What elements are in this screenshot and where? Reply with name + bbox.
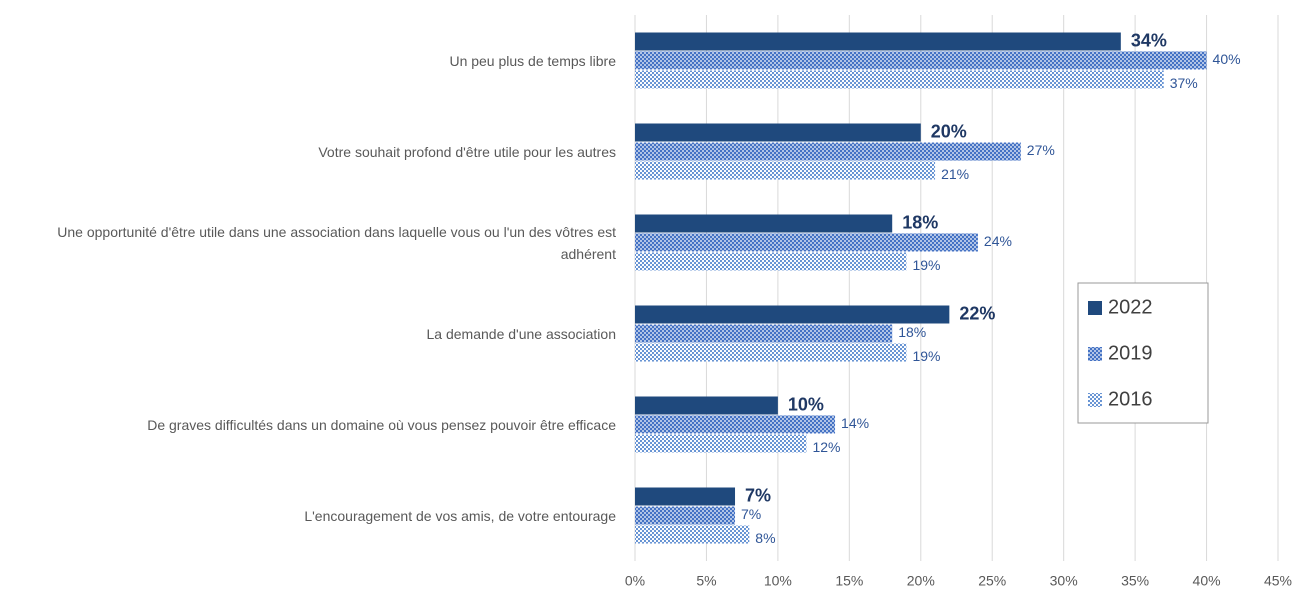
bar: [635, 161, 936, 180]
data-label: 21%: [941, 166, 969, 182]
bar: [635, 51, 1207, 70]
data-label: 20%: [931, 121, 967, 141]
category-label: De graves difficultés dans un domaine où…: [147, 416, 616, 433]
bar: [635, 305, 950, 324]
x-tick-label: 15%: [835, 573, 863, 589]
data-label: 7%: [745, 485, 771, 505]
category-label: Votre souhait profond d'être utile pour …: [318, 143, 616, 160]
data-label: 19%: [912, 257, 940, 273]
bar: [635, 70, 1164, 89]
bar: [635, 396, 778, 415]
category-label: L'encouragement de vos amis, de votre en…: [304, 507, 616, 524]
bar: [635, 434, 807, 453]
x-tick-label: 20%: [907, 573, 935, 589]
x-tick-label: 10%: [764, 573, 792, 589]
x-tick-label: 40%: [1193, 573, 1221, 589]
bar: [635, 233, 978, 252]
bar: [635, 32, 1121, 51]
data-label: 18%: [902, 212, 938, 232]
x-tick-label: 25%: [978, 573, 1006, 589]
legend-label: 2022: [1108, 296, 1153, 318]
legend-swatch: [1088, 393, 1102, 407]
data-label: 40%: [1213, 51, 1241, 67]
data-label: 22%: [959, 303, 995, 323]
bar: [635, 123, 921, 142]
data-label: 12%: [812, 439, 840, 455]
data-label: 18%: [898, 324, 926, 340]
bar: [635, 343, 907, 362]
data-label: 27%: [1027, 142, 1055, 158]
x-tick-label: 5%: [696, 573, 716, 589]
bar: [635, 324, 893, 343]
data-label: 19%: [912, 348, 940, 364]
data-label: 34%: [1131, 30, 1167, 50]
bar: [635, 415, 836, 434]
bar: [635, 506, 736, 525]
x-tick-label: 45%: [1264, 573, 1292, 589]
category-label: Une opportunité d'être utile dans une as…: [57, 223, 616, 262]
data-label: 10%: [788, 394, 824, 414]
category-label: La demande d'une association: [426, 325, 616, 342]
bar: [635, 214, 893, 233]
legend-swatch: [1088, 347, 1102, 361]
data-label: 7%: [741, 506, 761, 522]
legend-label: 2016: [1108, 388, 1153, 410]
bar: [635, 142, 1021, 161]
x-tick-label: 30%: [1050, 573, 1078, 589]
data-label: 37%: [1170, 75, 1198, 91]
bar: [635, 525, 750, 544]
category-label: Un peu plus de temps libre: [449, 52, 616, 69]
legend-label: 2019: [1108, 342, 1153, 364]
legend-swatch: [1088, 301, 1102, 315]
bar: [635, 487, 736, 506]
data-label: 14%: [841, 415, 869, 431]
data-label: 24%: [984, 233, 1012, 249]
data-label: 8%: [755, 530, 775, 546]
x-tick-label: 35%: [1121, 573, 1149, 589]
bar: [635, 252, 907, 271]
x-tick-label: 0%: [625, 573, 645, 589]
